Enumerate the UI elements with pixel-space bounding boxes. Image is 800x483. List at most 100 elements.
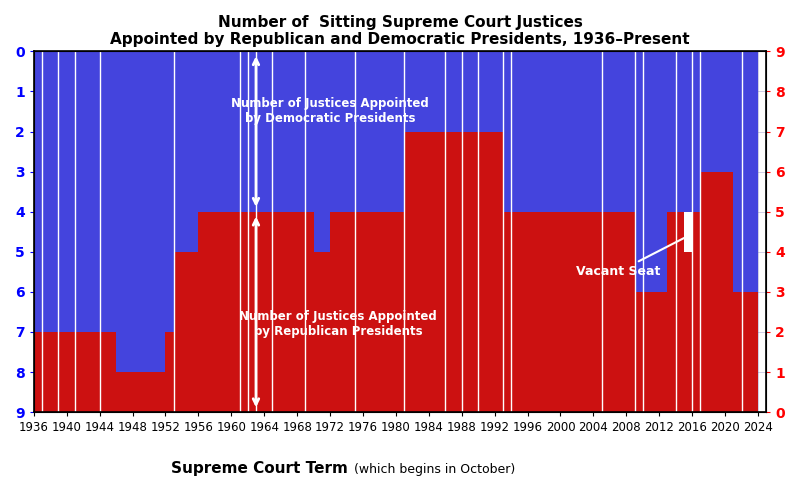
Bar (223, 51, 231, 212)
Bar (297, 212, 306, 412)
Bar (454, 51, 462, 131)
Bar (734, 292, 742, 412)
Bar (503, 212, 511, 412)
Bar (34, 332, 42, 412)
Bar (742, 51, 750, 292)
Bar (206, 212, 215, 412)
Bar (50, 332, 58, 412)
Bar (478, 51, 486, 131)
Bar (486, 51, 494, 131)
Bar (379, 212, 388, 412)
Bar (470, 51, 478, 131)
Bar (231, 51, 239, 212)
Bar (709, 171, 717, 412)
Bar (676, 51, 684, 212)
Bar (281, 51, 289, 212)
Bar (215, 212, 223, 412)
Bar (239, 212, 248, 412)
Bar (363, 51, 371, 212)
Bar (610, 51, 618, 212)
Bar (174, 252, 182, 412)
Bar (124, 372, 133, 412)
Bar (108, 51, 116, 332)
Bar (215, 51, 223, 212)
Bar (519, 212, 527, 412)
Bar (116, 51, 124, 372)
Bar (314, 252, 322, 412)
Bar (158, 51, 166, 372)
Bar (594, 51, 602, 212)
Bar (50, 51, 58, 332)
Bar (396, 51, 404, 212)
Bar (34, 51, 42, 332)
Bar (552, 51, 561, 212)
Bar (734, 51, 742, 292)
Bar (66, 51, 75, 332)
Bar (248, 212, 256, 412)
Bar (527, 51, 536, 212)
Bar (174, 51, 182, 252)
Bar (388, 51, 396, 212)
Bar (470, 131, 478, 412)
Bar (338, 51, 346, 212)
Bar (322, 51, 330, 252)
Bar (692, 212, 700, 412)
Bar (83, 51, 91, 332)
Bar (124, 51, 133, 372)
Bar (561, 51, 569, 212)
Bar (667, 212, 676, 412)
Bar (626, 212, 634, 412)
Bar (371, 212, 379, 412)
Bar (388, 212, 396, 412)
Bar (190, 252, 198, 412)
Bar (223, 212, 231, 412)
Bar (198, 212, 206, 412)
Bar (58, 51, 66, 332)
Bar (231, 212, 239, 412)
Bar (503, 51, 511, 212)
Bar (330, 212, 338, 412)
Bar (651, 51, 659, 292)
Bar (561, 212, 569, 412)
Bar (133, 372, 141, 412)
Bar (462, 51, 470, 131)
Bar (684, 212, 692, 252)
Bar (108, 332, 116, 412)
Bar (116, 372, 124, 412)
Bar (446, 131, 454, 412)
Bar (750, 51, 758, 292)
Bar (618, 51, 626, 212)
Bar (379, 51, 388, 212)
Text: Number of Justices Appointed
by Republican Presidents: Number of Justices Appointed by Republic… (239, 310, 437, 338)
Bar (396, 212, 404, 412)
Bar (346, 212, 354, 412)
Bar (569, 212, 577, 412)
Bar (544, 212, 552, 412)
Bar (322, 252, 330, 412)
Text: Vacant Seat: Vacant Seat (576, 234, 692, 278)
Bar (750, 292, 758, 412)
Bar (659, 292, 667, 412)
Bar (248, 51, 256, 212)
Bar (206, 51, 215, 212)
Bar (602, 51, 610, 212)
Bar (166, 332, 174, 412)
Bar (42, 332, 50, 412)
Bar (494, 51, 503, 131)
Bar (642, 51, 651, 292)
Bar (709, 51, 717, 171)
Bar (626, 51, 634, 212)
Bar (133, 51, 141, 372)
Bar (289, 212, 297, 412)
Bar (454, 131, 462, 412)
Bar (462, 131, 470, 412)
Bar (75, 51, 83, 332)
Bar (717, 171, 725, 412)
Bar (141, 372, 149, 412)
Bar (684, 51, 692, 212)
Bar (354, 212, 363, 412)
Bar (634, 51, 642, 292)
Bar (198, 51, 206, 212)
Bar (158, 372, 166, 412)
Bar (421, 51, 429, 131)
